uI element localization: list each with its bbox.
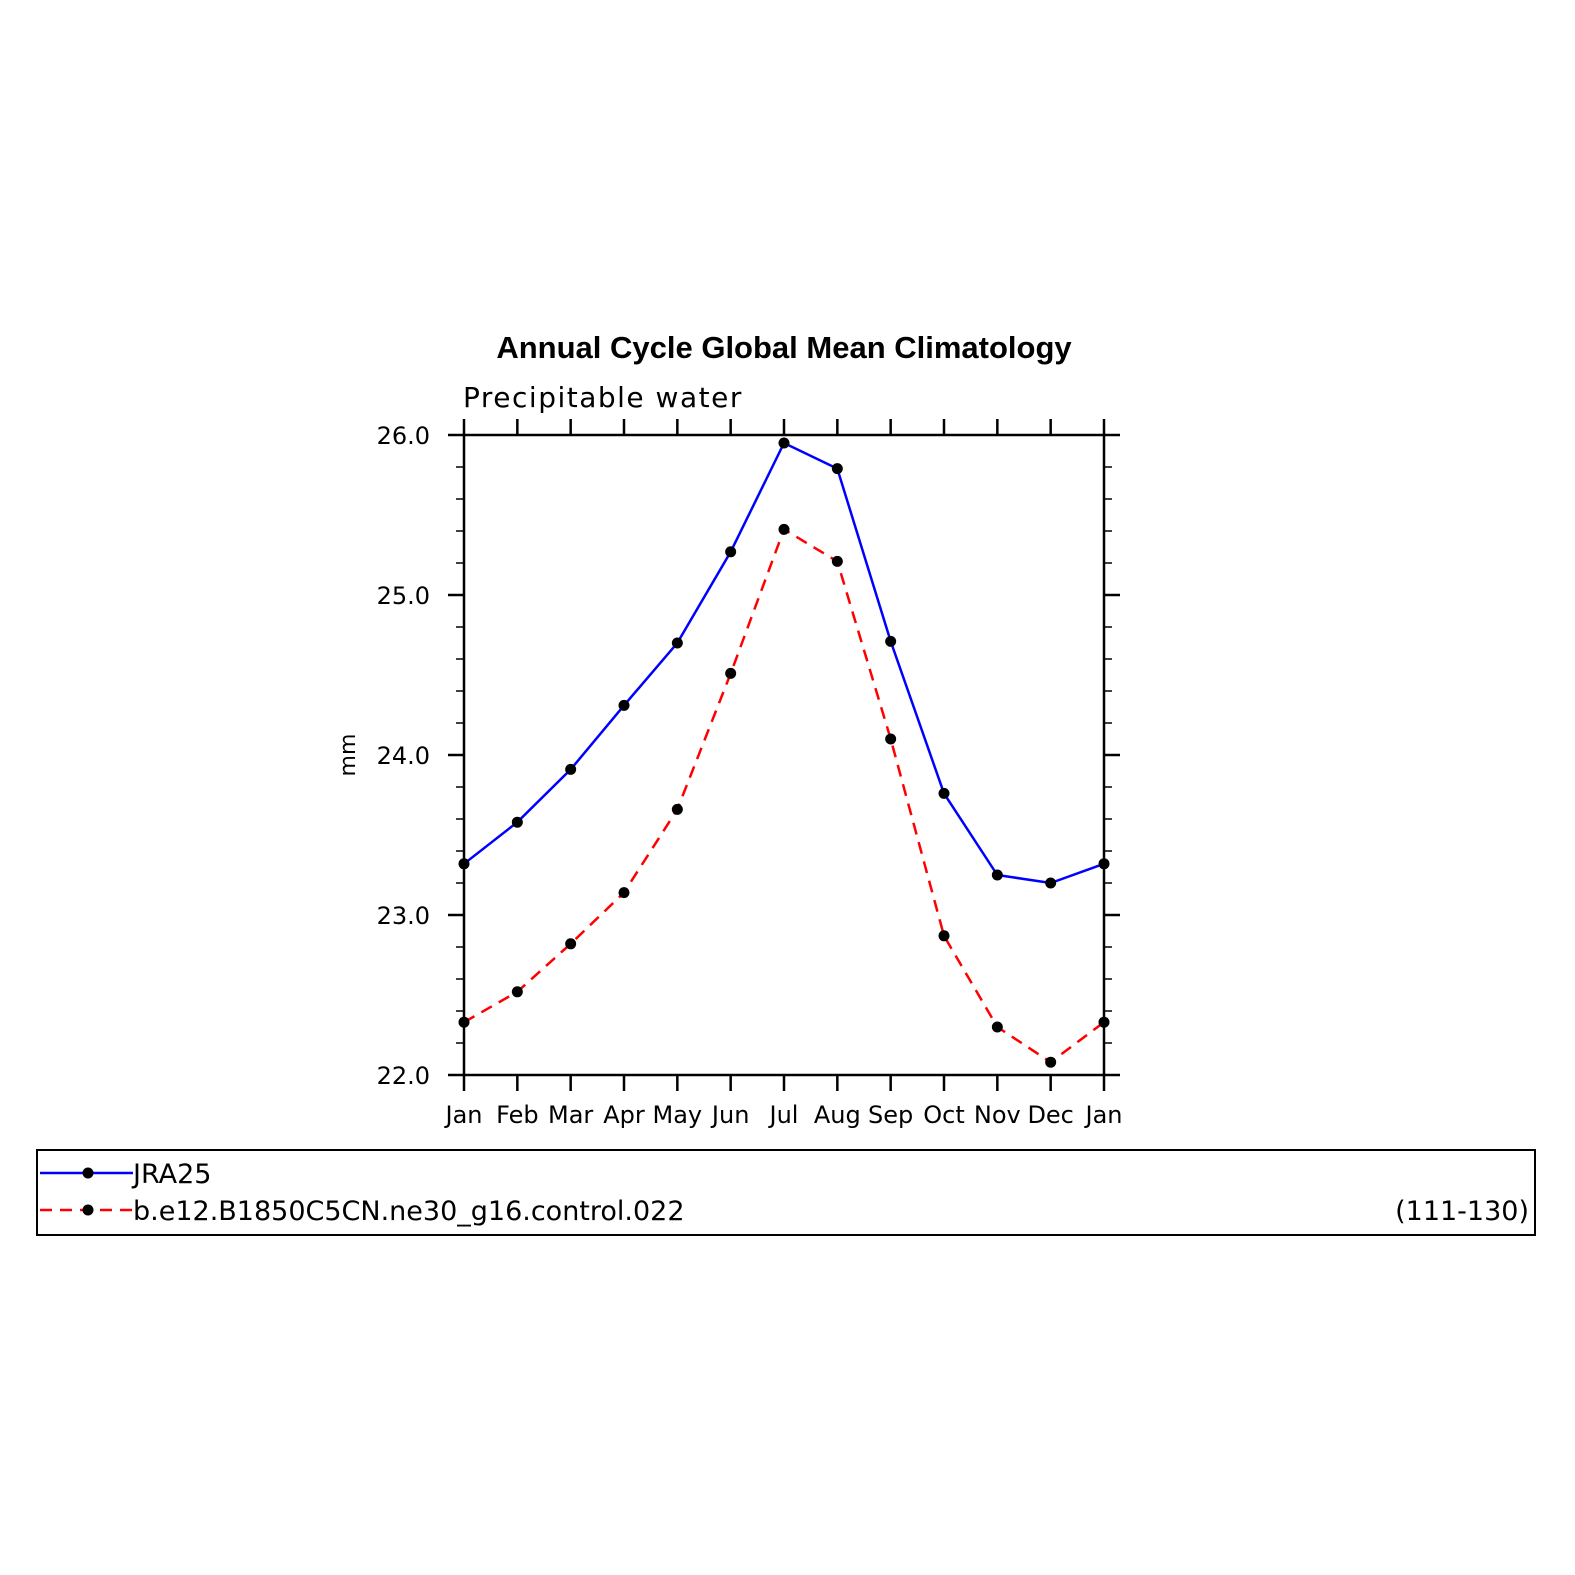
data-point-model — [938, 930, 950, 942]
data-point-jra25 — [778, 437, 790, 449]
legend-marker-jra25 — [82, 1167, 94, 1179]
data-point-model — [671, 803, 683, 815]
data-point-model — [511, 986, 523, 998]
legend-note: (111-130) — [1395, 1196, 1529, 1227]
series-layer — [458, 437, 1110, 1068]
y-tick-label: 25.0 — [377, 582, 430, 610]
data-point-jra25 — [725, 546, 737, 558]
data-point-model — [1045, 1056, 1057, 1068]
x-tick-label: May — [653, 1101, 703, 1129]
x-tick-label: Jun — [710, 1101, 750, 1129]
data-point-jra25 — [991, 869, 1003, 881]
x-tick-label: Apr — [603, 1101, 645, 1129]
legend: JRA25 b.e12.B1850C5CN.ne30_g16.control.0… — [36, 1149, 1536, 1236]
y-tick-label: 22.0 — [377, 1062, 430, 1090]
chart-title: Annual Cycle Global Mean Climatology — [496, 330, 1072, 365]
data-point-model — [458, 1016, 470, 1028]
data-point-jra25 — [938, 787, 950, 799]
x-tick-label: Dec — [1027, 1101, 1073, 1129]
data-point-model — [565, 938, 577, 950]
data-point-jra25 — [831, 463, 843, 475]
legend-label-jra25: JRA25 — [131, 1159, 211, 1190]
legend-box — [36, 1149, 1536, 1236]
data-point-jra25 — [1098, 858, 1110, 870]
series-line-jra25 — [463, 441, 1105, 885]
chart-subtitle: Precipitable water — [463, 381, 743, 414]
x-tick-label: Feb — [496, 1101, 539, 1129]
legend-label-model: b.e12.B1850C5CN.ne30_g16.control.022 — [133, 1196, 685, 1227]
x-tick-label: Nov — [974, 1101, 1021, 1129]
x-tick-label: Oct — [923, 1101, 965, 1129]
x-tick-label: Aug — [814, 1101, 861, 1129]
data-point-jra25 — [885, 635, 897, 647]
x-tick-label: Sep — [868, 1101, 913, 1129]
axes: Jan Feb Mar Apr May Jun Jul Aug Sep Oct Nov Dec Jan 2… — [377, 419, 1123, 1129]
data-point-jra25 — [618, 699, 630, 711]
x-tick-label: Jul — [768, 1101, 799, 1129]
y-tick-label: 24.0 — [377, 742, 430, 770]
data-point-jra25 — [671, 637, 683, 649]
x-tick-label: Jan — [1084, 1101, 1123, 1129]
data-point-model — [885, 733, 897, 745]
data-point-model — [778, 523, 790, 535]
data-point-model — [1098, 1016, 1110, 1028]
data-point-jra25 — [511, 816, 523, 828]
y-tick-label: 26.0 — [377, 422, 430, 450]
data-point-model — [991, 1021, 1003, 1033]
y-tick-label: 23.0 — [377, 902, 430, 930]
data-point-jra25 — [458, 858, 470, 870]
data-point-model — [831, 555, 843, 567]
x-tick-label: Mar — [548, 1101, 593, 1129]
legend-marker-model — [82, 1204, 94, 1216]
data-point-model — [618, 887, 630, 899]
data-point-jra25 — [1045, 877, 1057, 889]
x-tick-label: Jan — [444, 1101, 483, 1129]
data-point-model — [725, 667, 737, 679]
series-line-model — [463, 527, 1105, 1064]
data-point-jra25 — [565, 763, 577, 775]
y-axis-label: mm — [336, 734, 361, 777]
